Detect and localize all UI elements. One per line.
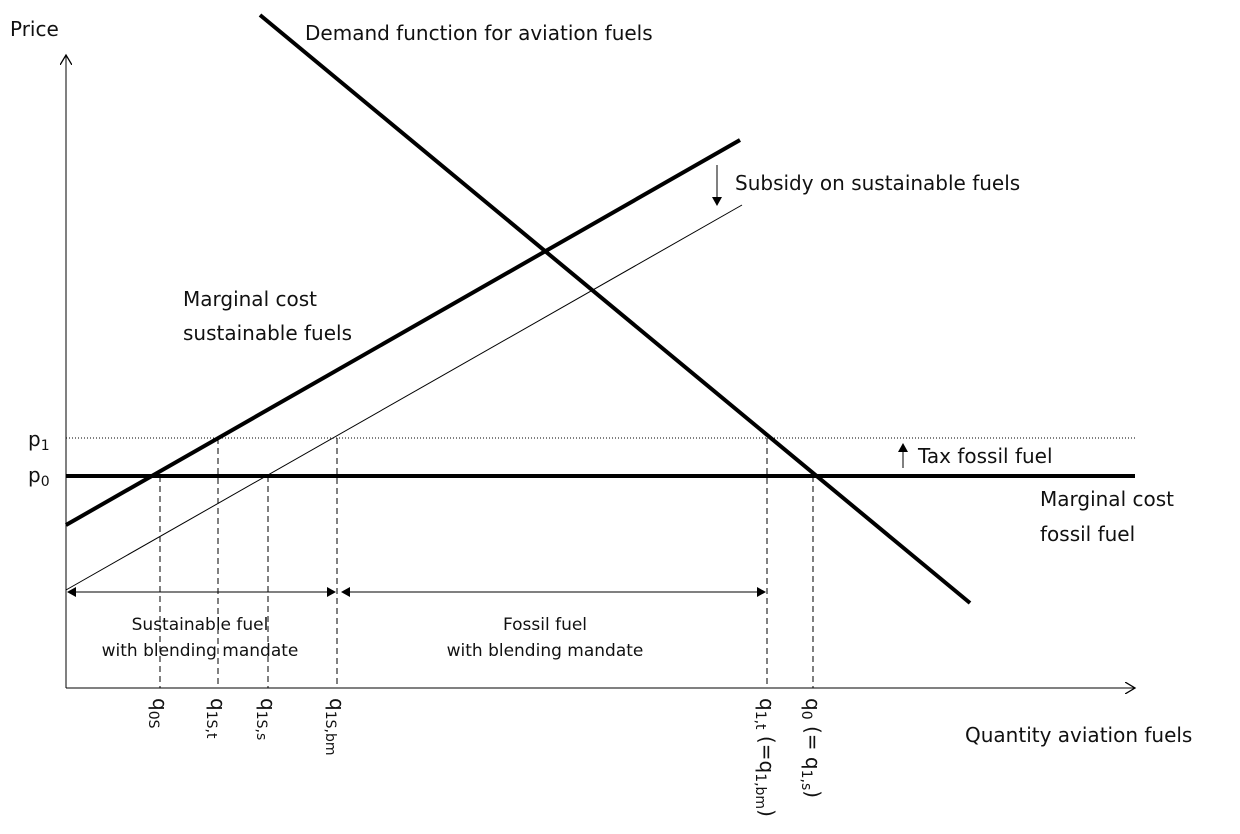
label-part: 1,s xyxy=(798,770,814,791)
tax-label: Tax fossil fuel xyxy=(917,444,1053,468)
quantity-label: q0S xyxy=(145,698,172,729)
range-label: with blending mandate xyxy=(102,641,299,661)
label-part: 1 xyxy=(41,438,50,454)
label-part: q xyxy=(256,698,280,711)
demand-line xyxy=(258,13,972,605)
dashed-verticals xyxy=(159,438,814,688)
x-axis-label: Quantity aviation fuels xyxy=(965,723,1192,747)
label-part: p xyxy=(28,463,41,487)
label-part: q xyxy=(755,698,779,711)
label-part: 1,t xyxy=(752,711,768,730)
range-label: with blending mandate xyxy=(447,641,644,661)
quantity-label: q1S,t xyxy=(203,698,230,739)
label-part: 0S xyxy=(145,711,161,729)
mc-fossil-label: Marginal cost xyxy=(1040,487,1174,511)
demand-label: Demand function for aviation fuels xyxy=(305,21,653,45)
mc-fossil-label: fossil fuel xyxy=(1040,522,1135,546)
label-part: 1S,t xyxy=(203,711,219,739)
label-part: 1,bm xyxy=(752,773,768,809)
quantity-label: q1S,s xyxy=(253,698,280,740)
label-part: (= q xyxy=(801,720,825,770)
range-label: Sustainable fuel xyxy=(132,615,269,635)
label-part: q xyxy=(206,698,230,711)
subsidy-label: Subsidy on sustainable fuels xyxy=(735,171,1020,195)
mc-sustainable-label: Marginal cost xyxy=(183,287,317,311)
quantity-label: q0 (= q1,s) xyxy=(798,698,825,798)
mc-sustainable-label: sustainable fuels xyxy=(183,321,352,345)
label-part: 1S,s xyxy=(253,711,269,741)
quantity-label: q1S,bm xyxy=(322,698,349,755)
label-part: q xyxy=(325,698,349,711)
label-part: 0 xyxy=(41,474,50,490)
label-part: q xyxy=(801,698,825,711)
label-part: ) xyxy=(755,809,779,817)
label-part: ) xyxy=(801,790,825,798)
quantity-label: q1,t (=q1,bm) xyxy=(752,698,779,817)
label-part: p xyxy=(28,427,41,451)
label-part: 0 xyxy=(798,711,814,720)
label-part: q xyxy=(148,698,172,711)
subsidy-line xyxy=(65,204,743,591)
y-axis-label: Price xyxy=(10,17,59,41)
range-label: Fossil fuel xyxy=(503,615,587,635)
label-part: (=q xyxy=(755,730,779,774)
price-label: p0 xyxy=(28,463,50,490)
label-part: 1S,bm xyxy=(322,711,338,756)
mc-sustainable-line xyxy=(65,138,741,527)
price-label: p1 xyxy=(28,427,50,454)
